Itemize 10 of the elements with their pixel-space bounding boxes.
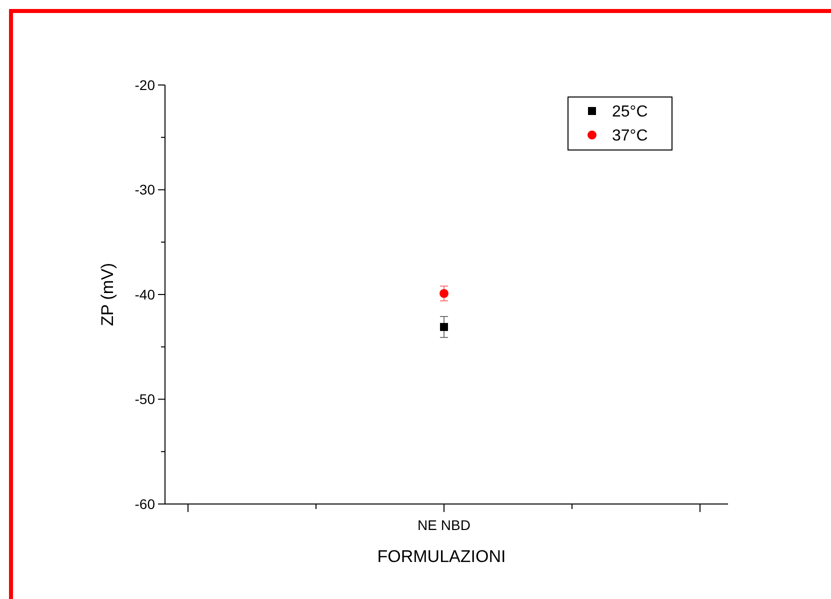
x-axis-title: FORMULAZIONI [377, 547, 506, 566]
y-tick-label: -50 [134, 391, 156, 408]
legend-label: 25°C [612, 104, 648, 121]
y-tick-label: -30 [134, 182, 156, 198]
y-tick-label: -40 [134, 286, 156, 302]
x-tick-label: NE NBD [418, 517, 470, 533]
y-axis-title: ZP (mV) [98, 263, 117, 326]
y-tick-label: -60 [134, 496, 156, 512]
legend-label: 37°C [612, 128, 648, 145]
y-tick-label: -20 [134, 76, 156, 93]
